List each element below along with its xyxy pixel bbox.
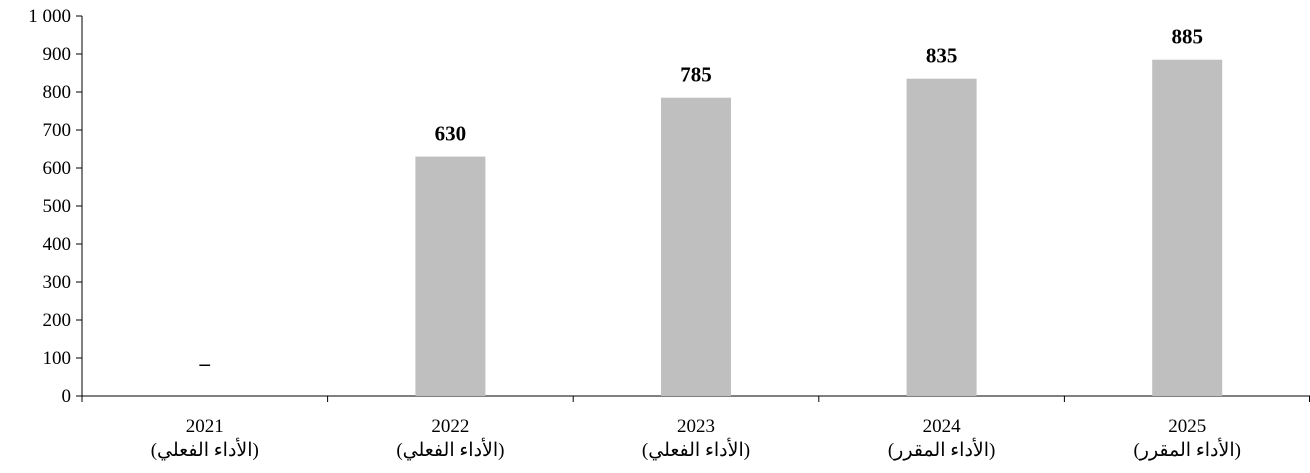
data-label: – [199, 351, 211, 375]
y-tick-label: 300 [43, 272, 72, 293]
y-tick-label: 500 [43, 196, 72, 217]
y-tick-label: 0 [62, 386, 72, 407]
data-label: 785 [680, 63, 712, 87]
y-tick-label: 900 [43, 44, 72, 65]
x-category-sublabel: (الأداء الفعلي) [151, 437, 259, 461]
x-category-label: 2021 [186, 416, 224, 437]
y-tick-label: 100 [43, 348, 72, 369]
y-tick-label: 400 [43, 234, 72, 255]
x-axis: 2021(الأداء الفعلي)2022(الأداء الفعلي)20… [81, 395, 1310, 461]
y-tick-label: 200 [43, 310, 72, 331]
x-category-sublabel: (الأداء المقرر) [1133, 437, 1241, 461]
x-category-sublabel: (الأداء الفعلي) [396, 437, 504, 461]
data-label: 835 [926, 44, 958, 68]
y-tick-label: 700 [43, 120, 72, 141]
bar [415, 156, 486, 396]
bar [1152, 59, 1223, 396]
bars [415, 59, 1223, 396]
y-tick-label: 1 000 [28, 6, 71, 27]
y-tick-label: 600 [43, 158, 72, 179]
bar [661, 97, 731, 396]
x-category-sublabel: (الأداء الفعلي) [642, 437, 750, 461]
x-category-label: 2022 [431, 416, 469, 437]
data-labels: – 630 785 835 885 [199, 25, 1203, 375]
x-category-label: 2025 [1168, 416, 1206, 437]
y-tick-label: 800 [43, 82, 72, 103]
data-label: 885 [1171, 25, 1203, 49]
y-axis: 0 100 200 300 400 500 600 700 800 900 1 000 [28, 6, 83, 407]
x-category-label: 2024 [923, 416, 962, 437]
x-category-label: 2023 [677, 416, 715, 437]
data-label: 630 [435, 122, 467, 146]
x-category-sublabel: (الأداء المقرر) [888, 437, 996, 461]
bar [906, 78, 977, 396]
